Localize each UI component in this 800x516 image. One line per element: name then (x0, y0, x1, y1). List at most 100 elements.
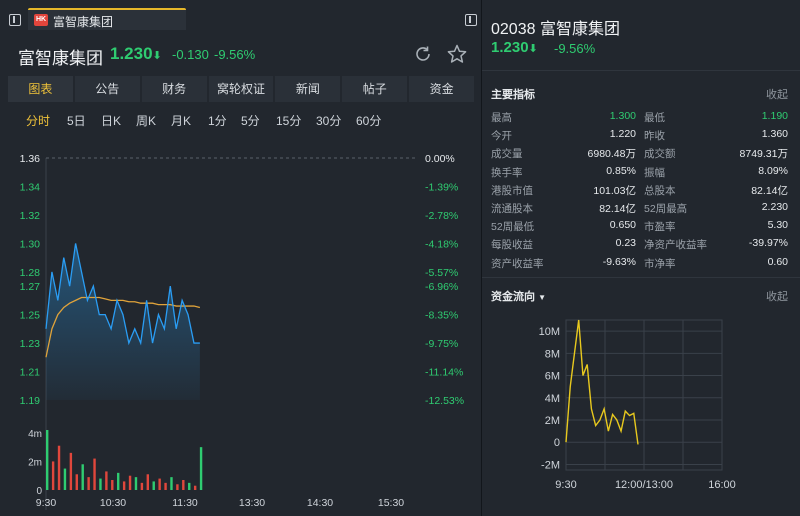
volume-bar (57, 445, 61, 490)
stock-tab-title: 富智康集团 (53, 15, 114, 29)
price-tick-label: 1.27 (20, 281, 41, 293)
volume-bar (99, 478, 102, 490)
refresh-icon[interactable] (412, 43, 434, 65)
period-daily[interactable]: 日K (101, 114, 122, 128)
metric-value: -9.63% (602, 255, 636, 268)
metric-value: -39.97% (748, 237, 788, 250)
flow-x-tick-label: 12:00/13:00 (615, 479, 673, 491)
tab-posts[interactable]: 帖子 (342, 76, 408, 102)
metric-value: 0.650 (609, 219, 636, 232)
price-tick-label: 1.30 (20, 238, 41, 250)
volume-bar (46, 430, 49, 490)
stock-name: 富智康集团 (18, 49, 103, 68)
metric-value: 1.300 (609, 110, 636, 122)
volume-bar (117, 472, 120, 490)
metric-value: 2.230 (761, 201, 788, 213)
pct-tick-label: -6.96% (425, 281, 458, 293)
pct-tick-label: -5.57% (425, 267, 458, 279)
volume-bar (51, 461, 55, 490)
period-weekly[interactable]: 周K (136, 114, 157, 128)
price-tick-label: 1.25 (20, 310, 41, 322)
metric-label: 52周最高 (644, 203, 688, 215)
pct-tick-label: -9.75% (425, 338, 458, 350)
tab-announcements[interactable]: 公告 (74, 76, 140, 102)
tab-financials[interactable]: 财务 (141, 76, 207, 102)
tab-funds[interactable]: 资金 (409, 76, 475, 102)
time-tick-label: 15:30 (378, 497, 404, 509)
metric-value: 0.23 (615, 237, 636, 250)
volume-tick-label: 0 (36, 486, 42, 497)
series-line-price (45, 243, 200, 346)
tab-chart[interactable]: 图表 (8, 76, 73, 102)
price-tick-label: 1.19 (20, 395, 41, 407)
period-60min[interactable]: 60分 (356, 114, 382, 128)
metric-value: 82.14亿 (751, 184, 788, 197)
intraday-chart[interactable]: 1.36 0.00% 1.34 -1.39% 1.32 -2.78% 1.30 -4.18% 1… (0, 140, 482, 516)
period-5min[interactable]: 5分 (241, 114, 260, 128)
metric-value: 0.85% (606, 164, 636, 177)
period-30min[interactable]: 30分 (316, 114, 342, 128)
period-intraday[interactable]: 分时 (26, 114, 51, 128)
metric-label: 每股收益 (491, 239, 533, 252)
volume-bar (140, 482, 144, 490)
volume-bar (152, 481, 155, 490)
volume-bar (146, 474, 150, 490)
pct-tick-label: -8.35% (425, 310, 458, 322)
metric-value: 6980.48万 (587, 148, 636, 161)
metric-label: 今开 (491, 130, 512, 143)
metric-label: 成交量 (491, 148, 523, 161)
volume-tick-label: 4m (28, 429, 42, 440)
hk-badge: HK (34, 14, 48, 26)
stock-price: 1.230⬇ (110, 44, 162, 63)
sidebar-toggle-icon[interactable] (9, 14, 21, 26)
pct-tick-label: -12.53% (425, 395, 464, 407)
metric-label: 净资产收益率 (644, 239, 707, 252)
metric-label: 换手率 (491, 166, 523, 179)
quote-title: 02038 富智康集团 (491, 21, 620, 38)
metric-label: 成交额 (644, 148, 676, 161)
volume-bar (75, 474, 78, 490)
metric-value: 8.09% (758, 164, 788, 177)
period-15min[interactable]: 15分 (276, 114, 302, 128)
flow-collapse-button[interactable]: 收起 (766, 291, 788, 303)
metric-label: 港股市值 (491, 184, 533, 197)
price-area (46, 243, 200, 400)
metric-value: 8749.31万 (739, 148, 788, 161)
flow-y-tick-label: 4M (545, 393, 560, 405)
time-tick-label: 14:30 (307, 497, 333, 509)
series-line-flow (565, 319, 639, 445)
favorite-star-icon[interactable] (446, 43, 468, 65)
nav-tabs: 图表 公告 财务 窝轮权证 新闻 帖子 资金 (8, 76, 475, 102)
volume-bar (69, 452, 73, 490)
volume-bar (87, 477, 90, 490)
price-tick-label: 1.23 (20, 338, 41, 350)
volume-tick-label: 2m (28, 457, 42, 468)
price-tick-label: 1.32 (20, 210, 41, 222)
tab-warrants[interactable]: 窝轮权证 (208, 76, 274, 102)
volume-bar (193, 485, 197, 490)
price-tick-label: 1.28 (20, 267, 41, 279)
volume-bar (105, 471, 108, 490)
period-5day[interactable]: 5日 (67, 114, 86, 128)
metric-value: 1.220 (609, 128, 636, 141)
time-tick-label: 10:30 (100, 497, 126, 509)
volume-bar (134, 477, 138, 490)
volume-bar (128, 475, 132, 490)
quote-panel: 02038 富智康集团 1.230⬇ -9.56% 主要指标 收起 最高 1.30… (482, 0, 800, 516)
period-monthly[interactable]: 月K (171, 114, 192, 128)
metric-label: 昨收 (644, 130, 665, 143)
panel-toggle-icon[interactable] (465, 14, 477, 26)
volume-bar (111, 480, 114, 490)
stock-tab[interactable]: HK 富智康集团 (28, 8, 186, 30)
flow-title[interactable]: 资金流向 ▼ (491, 291, 546, 303)
volume-bar (122, 481, 126, 490)
metric-label: 市净率 (644, 257, 676, 270)
flow-x-tick-label: 16:00 (708, 479, 736, 491)
metric-value: 1.190 (761, 110, 788, 122)
metric-label: 总股本 (644, 184, 676, 197)
pct-tick-label: 0.00% (425, 153, 455, 165)
metrics-collapse-button[interactable]: 收起 (766, 89, 788, 101)
period-1min[interactable]: 1分 (208, 114, 227, 128)
tab-news[interactable]: 新闻 (275, 76, 341, 102)
metric-value: 101.03亿 (593, 184, 636, 197)
